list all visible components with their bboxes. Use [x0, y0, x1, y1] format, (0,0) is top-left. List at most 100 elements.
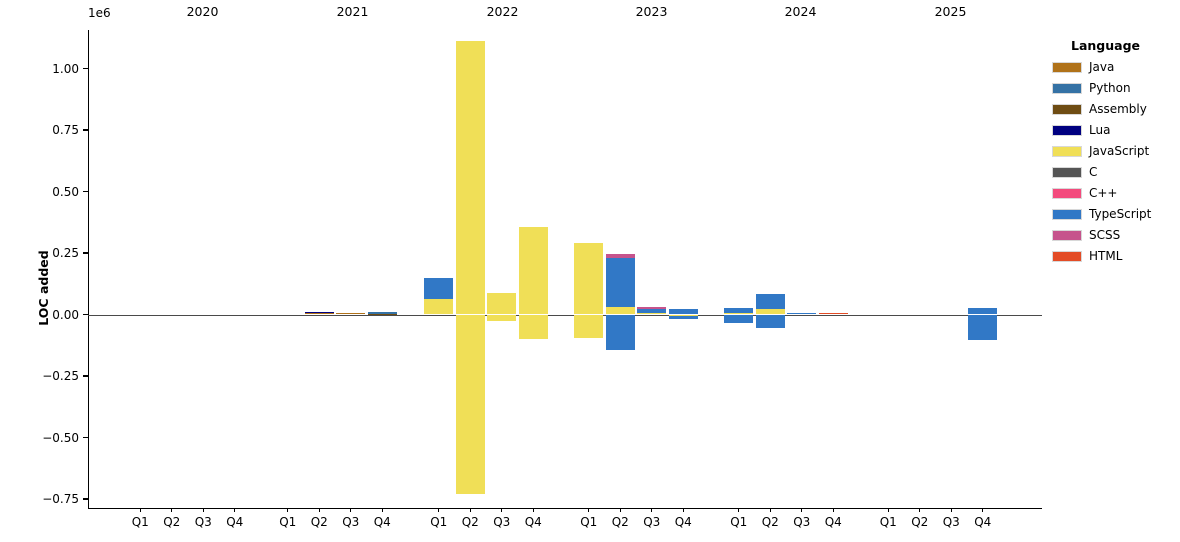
- y-tick-label: −0.75: [42, 492, 79, 506]
- legend-label: TypeScript: [1089, 207, 1152, 221]
- bar-segment-javascript: [755, 309, 785, 315]
- legend-label: JavaScript: [1089, 144, 1150, 158]
- legend-title: Language: [1071, 38, 1141, 53]
- bar-segment-javascript: [668, 314, 698, 317]
- year-label: 2024: [784, 4, 817, 19]
- legend-swatch-icon: [1052, 146, 1082, 157]
- x-tick-mark: [832, 508, 834, 512]
- y-tick-mark: [83, 375, 88, 377]
- quarter-tick-label: Q3: [194, 515, 212, 529]
- quarter-tick-label: Q3: [793, 515, 811, 529]
- bar-segment-typescript: [755, 314, 785, 329]
- quarter-tick-label: Q1: [580, 515, 598, 529]
- x-tick-mark: [619, 508, 621, 512]
- x-tick-mark: [381, 508, 383, 512]
- quarter-tick-label: Q1: [879, 515, 897, 529]
- bar-segment-javascript: [637, 312, 667, 315]
- year-label: 2020: [186, 4, 219, 19]
- legend-swatch-icon: [1052, 104, 1082, 115]
- quarter-tick-label: Q4: [674, 515, 692, 529]
- x-tick-mark: [202, 508, 204, 512]
- x-tick-mark: [588, 508, 590, 512]
- bar-segment-lua: [304, 311, 334, 314]
- bar-segment-typescript: [424, 277, 454, 299]
- x-tick-mark: [982, 508, 984, 512]
- quarter-tick-label: Q2: [163, 515, 181, 529]
- x-tick-mark: [801, 508, 803, 512]
- quarter-tick-label: Q1: [131, 515, 149, 529]
- year-label: 2022: [486, 4, 519, 19]
- bar-segment-javascript: [574, 314, 604, 338]
- quarter-tick-label: Q1: [279, 515, 297, 529]
- bar-segment-scss: [637, 307, 667, 309]
- bar-segment-typescript: [668, 309, 698, 315]
- legend-item-typescript: TypeScript: [1052, 207, 1172, 222]
- legend-label: SCSS: [1089, 228, 1121, 242]
- y-tick-mark: [83, 129, 88, 131]
- x-tick-mark: [171, 508, 173, 512]
- quarter-tick-label: Q1: [730, 515, 748, 529]
- bar-segment-javascript: [487, 314, 517, 321]
- quarter-tick-label: Q3: [643, 515, 661, 529]
- x-tick-mark: [438, 508, 440, 512]
- legend-swatch-icon: [1052, 62, 1082, 73]
- bar-segment-typescript: [755, 293, 785, 310]
- year-label: 2021: [336, 4, 369, 19]
- bar-segment-scss: [605, 254, 635, 258]
- legend-label: C++: [1089, 186, 1118, 200]
- bar-segment-javascript: [605, 307, 635, 315]
- legend-item-c++: C++: [1052, 186, 1172, 201]
- y-tick-label: 0.25: [52, 246, 79, 260]
- legend-label: HTML: [1089, 249, 1123, 263]
- y-tick-mark: [83, 252, 88, 254]
- y-tick-mark: [83, 436, 88, 439]
- bar-segment-javascript: [574, 243, 604, 315]
- legend-item-javascript: JavaScript: [1052, 144, 1172, 159]
- x-tick-mark: [350, 508, 352, 512]
- bar-segment-typescript: [668, 316, 698, 320]
- y-tick-label: 0.00: [52, 307, 79, 322]
- y-tick-label: −0.25: [42, 369, 79, 383]
- legend-item-java: Java: [1052, 60, 1172, 75]
- legend-swatch-icon: [1052, 188, 1082, 199]
- bar-segment-typescript: [605, 314, 635, 350]
- quarter-tick-label: Q4: [974, 515, 992, 529]
- bar-segment-java: [336, 312, 366, 315]
- quarter-tick-label: Q4: [226, 515, 244, 529]
- legend-item-scss: SCSS: [1052, 228, 1172, 243]
- x-tick-mark: [769, 508, 771, 512]
- x-tick-mark: [532, 508, 534, 512]
- quarter-tick-label: Q2: [761, 515, 779, 529]
- legend-item-python: Python: [1052, 81, 1172, 96]
- legend-swatch-icon: [1052, 125, 1082, 136]
- bar-segment-typescript: [968, 307, 998, 315]
- bar-segment-python: [367, 311, 397, 314]
- legend-swatch-icon: [1052, 230, 1082, 241]
- year-label: 2025: [934, 4, 967, 19]
- bar-segment-java: [304, 313, 334, 315]
- legend-label: Java: [1089, 60, 1115, 74]
- x-tick-mark: [469, 508, 471, 512]
- quarter-tick-label: Q2: [310, 515, 328, 529]
- quarter-tick-label: Q2: [911, 515, 929, 529]
- legend-item-html: HTML: [1052, 249, 1172, 264]
- x-tick-mark: [501, 508, 503, 512]
- legend-label: Assembly: [1089, 102, 1147, 116]
- bar-segment-javascript: [487, 292, 517, 315]
- y-tick-label: 0.75: [52, 123, 79, 137]
- x-tick-mark: [738, 508, 740, 512]
- x-tick-mark: [287, 508, 289, 512]
- quarter-tick-label: Q3: [493, 515, 511, 529]
- legend-item-c: C: [1052, 165, 1172, 180]
- legend-item-assembly: Assembly: [1052, 102, 1172, 117]
- zero-baseline: [88, 314, 1042, 316]
- legend-label: Lua: [1089, 123, 1111, 137]
- legend-label: Python: [1089, 81, 1131, 95]
- year-label: 2023: [635, 4, 668, 19]
- y-axis-spine: [88, 30, 90, 508]
- bar-segment-javascript: [518, 227, 548, 315]
- x-tick-mark: [318, 508, 320, 512]
- quarter-tick-label: Q4: [524, 515, 542, 529]
- x-tick-mark: [682, 508, 684, 512]
